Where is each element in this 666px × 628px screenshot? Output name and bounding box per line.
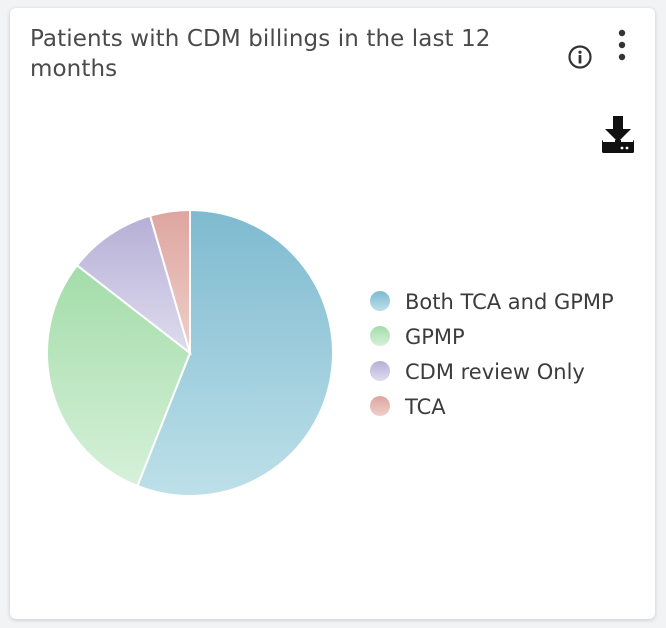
legend-swatch — [370, 361, 390, 381]
legend-item[interactable]: Both TCA and GPMP — [370, 290, 614, 314]
info-icon[interactable] — [567, 44, 593, 70]
pie-slice-cdm-review-only[interactable] — [75, 214, 192, 356]
legend-item[interactable]: GPMP — [370, 325, 465, 349]
kebab-menu-icon[interactable] — [612, 28, 632, 68]
chart-title: Patients with CDM billings in the last 1… — [30, 26, 491, 82]
legend-swatch — [370, 291, 390, 311]
pie-chart: Both TCA and GPMP GPMP CDM review Only TCA — [46, 208, 614, 497]
legend-label: Both TCA and GPMP — [405, 290, 614, 314]
legend-item[interactable]: CDM review Only — [370, 360, 585, 384]
download-icon[interactable] — [600, 114, 636, 154]
legend-swatch — [370, 396, 390, 416]
legend-swatch — [370, 326, 390, 346]
pie-slice-both-tca-and-gpmp[interactable] — [136, 208, 334, 497]
legend-label: GPMP — [405, 325, 465, 349]
legend-label: TCA — [404, 395, 446, 419]
legend-item[interactable]: TCA — [370, 395, 446, 419]
legend-label: CDM review Only — [405, 360, 585, 384]
chart-legend: Both TCA and GPMP GPMP CDM review Only TCA — [370, 290, 614, 419]
chart-card: Patients with CDM billings in the last 1… — [10, 8, 655, 619]
pie-slice-gpmp[interactable] — [46, 263, 192, 488]
pie-slice-tca[interactable] — [148, 208, 191, 354]
